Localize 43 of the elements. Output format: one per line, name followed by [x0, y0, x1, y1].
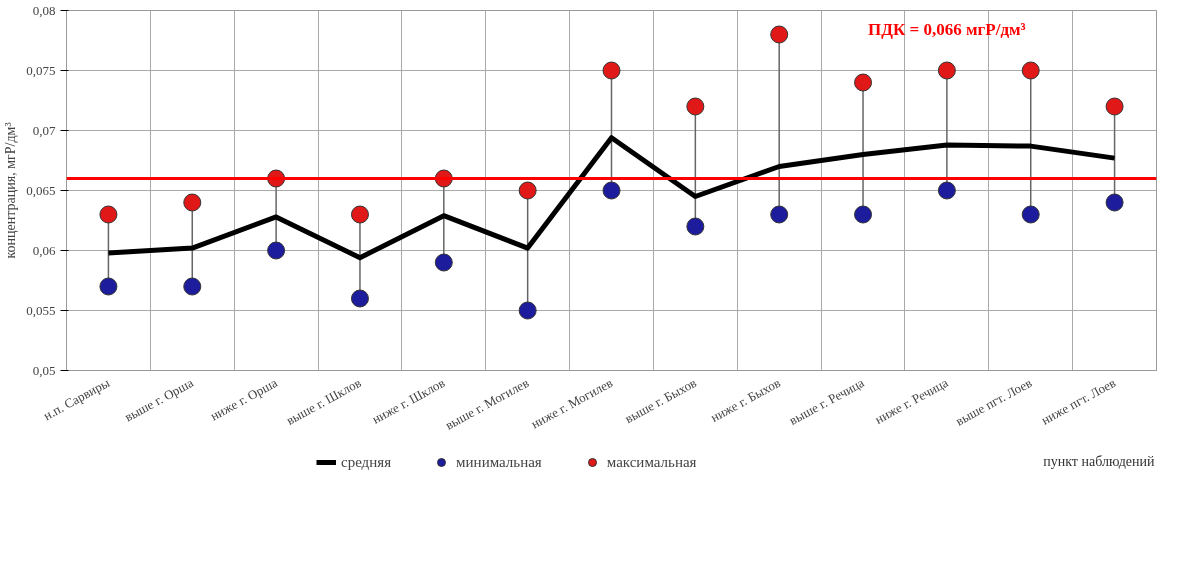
y-tick-label: 0,07: [32, 122, 56, 138]
legend-label: средняя: [341, 453, 392, 471]
x-tick-label: ниже пгт. Лоев: [1038, 374, 1119, 428]
legend-label: максимальная: [606, 453, 697, 471]
point: [602, 181, 621, 200]
x-tick-label: ниже г. Быхов: [708, 374, 783, 425]
x-tick-label: выше г. Быхов: [622, 374, 699, 427]
x-tick-label: выше пгт. Лоев: [953, 374, 1035, 429]
x-tick-label: выше г. Орша: [122, 374, 197, 425]
y-axis-title: концентрация, мгР/дм³: [3, 122, 19, 259]
point: [350, 205, 369, 224]
point: [937, 181, 956, 200]
point: [854, 73, 873, 92]
legend-label: минимальная: [456, 453, 542, 471]
point: [267, 241, 286, 260]
y-tick-label: 0,075: [26, 62, 56, 78]
point: [1021, 61, 1040, 80]
point: [183, 277, 202, 296]
point: [99, 205, 118, 224]
point: [602, 61, 621, 80]
y-tick-label: 0,065: [26, 182, 56, 198]
point: [1105, 97, 1124, 116]
point: [518, 301, 537, 320]
y-tick-label: 0,08: [32, 2, 56, 18]
point: [434, 253, 453, 272]
point: [350, 289, 369, 308]
point: [770, 25, 789, 44]
point: [1021, 205, 1040, 224]
point: [518, 181, 537, 200]
point: [854, 205, 873, 224]
y-tick-label: 0,06: [32, 242, 56, 258]
point: [99, 277, 118, 296]
point: [1105, 193, 1124, 212]
y-tick-label: 0,05: [32, 362, 56, 378]
x-axis-title: пункт наблюдений: [1043, 453, 1156, 469]
point: [183, 193, 202, 212]
y-tick-label: 0,055: [26, 302, 56, 318]
point: [686, 97, 705, 116]
x-tick-label: ниже г. Орша: [207, 374, 280, 424]
point: [937, 61, 956, 80]
point: [770, 205, 789, 224]
point: [686, 217, 705, 236]
ref-line-label: ПДК = 0,066 мгР/дм³: [868, 19, 1026, 39]
